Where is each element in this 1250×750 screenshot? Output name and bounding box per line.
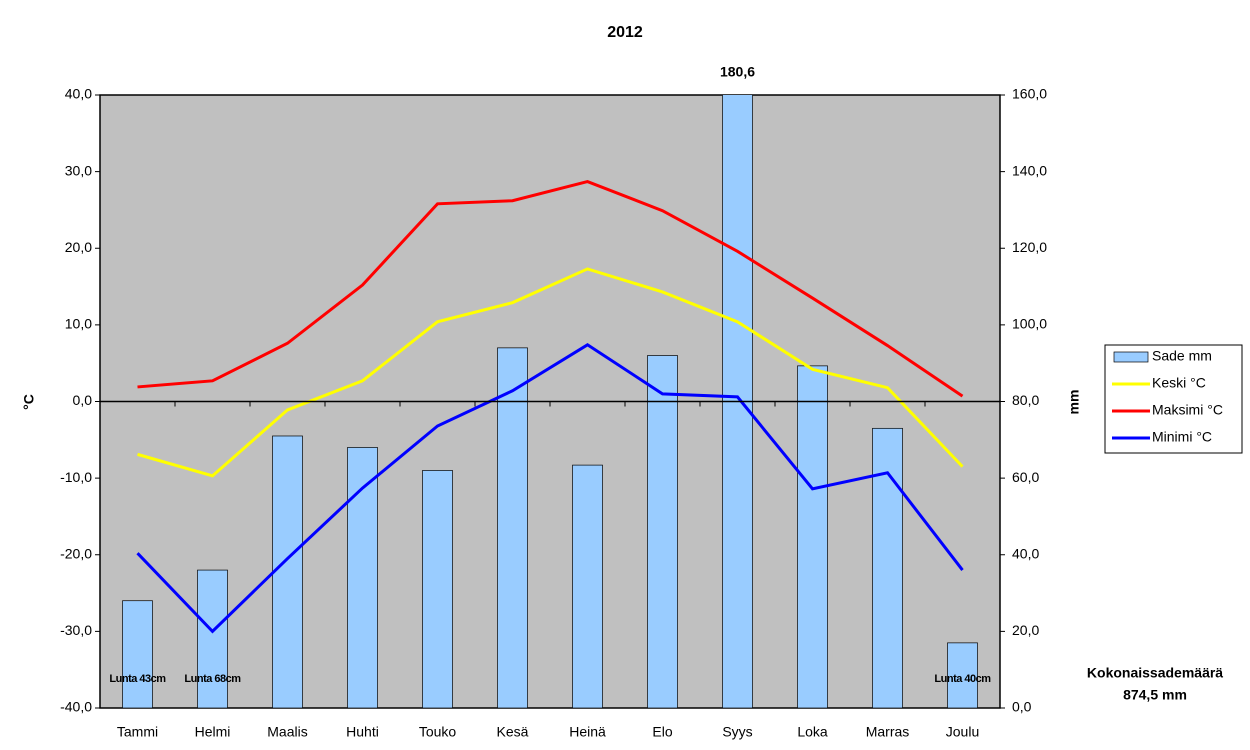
bar [497, 347, 528, 708]
y-tick-label: -40,0 [60, 699, 92, 715]
bar [122, 600, 153, 708]
bar [347, 447, 378, 708]
legend-label: Maksimi °C [1152, 402, 1223, 418]
x-tick-label: Helmi [195, 724, 231, 740]
bar [872, 427, 903, 708]
x-tick-label: Elo [652, 724, 672, 740]
x-tick-label: Huhti [346, 724, 379, 740]
y-axis-label: °C [21, 394, 37, 410]
y2-tick-label: 120,0 [1012, 239, 1047, 255]
y2-tick-label: 140,0 [1012, 162, 1047, 178]
y2-axis-label: mm [1066, 390, 1082, 415]
snow-label: Lunta 43cm [109, 673, 166, 685]
y2-tick-label: 100,0 [1012, 316, 1047, 332]
line-series [136, 343, 964, 634]
x-tick-label: Heinä [569, 724, 606, 740]
bar [797, 365, 828, 708]
legend [1104, 344, 1243, 454]
y2-tick-label: 160,0 [1012, 86, 1047, 102]
y2-tick-label: 40,0 [1012, 545, 1039, 561]
x-tick-label: Kesä [497, 724, 529, 740]
y-tick-label: 40,0 [65, 86, 92, 102]
line-series [137, 267, 964, 478]
value-label: 180,6 [720, 64, 755, 80]
y2-tick-label: 60,0 [1012, 469, 1039, 485]
y-tick-label: 30,0 [65, 162, 92, 178]
legend-swatch [1113, 351, 1149, 363]
x-tick-label: Loka [797, 724, 828, 740]
y-tick-label: -20,0 [60, 545, 92, 561]
snow-label: Lunta 40cm [934, 673, 991, 685]
y-tick-label: 0,0 [73, 392, 93, 408]
bar [572, 464, 603, 708]
bar [272, 435, 303, 708]
x-tick-label: Syys [722, 724, 752, 740]
y-tick-label: -30,0 [60, 622, 92, 638]
y2-tick-label: 0,0 [1012, 699, 1032, 715]
x-tick-label: Touko [419, 724, 457, 740]
bar [722, 95, 753, 708]
x-tick-label: Maalis [267, 724, 307, 740]
y-tick-label: 20,0 [65, 239, 92, 255]
x-tick-label: Joulu [946, 724, 979, 740]
y2-tick-label: 20,0 [1012, 622, 1039, 638]
annotation: 874,5 mm [1123, 687, 1187, 703]
annotation: Kokonaissademäärä [1087, 665, 1223, 681]
line-series [137, 180, 964, 398]
x-tick-label: Tammi [117, 724, 158, 740]
y2-tick-label: 80,0 [1012, 392, 1039, 408]
x-tick-label: Marras [866, 724, 910, 740]
bar [422, 470, 453, 708]
bar [647, 355, 678, 708]
bar [947, 642, 978, 708]
legend-label: Sade mm [1152, 348, 1212, 364]
snow-label: Lunta 68cm [184, 673, 241, 685]
legend-label: Minimi °C [1152, 429, 1212, 445]
chart-title: 2012 [607, 24, 643, 41]
y-tick-label: 10,0 [65, 316, 92, 332]
y-tick-label: -10,0 [60, 469, 92, 485]
bar [197, 569, 228, 708]
legend-label: Keski °C [1152, 375, 1206, 391]
